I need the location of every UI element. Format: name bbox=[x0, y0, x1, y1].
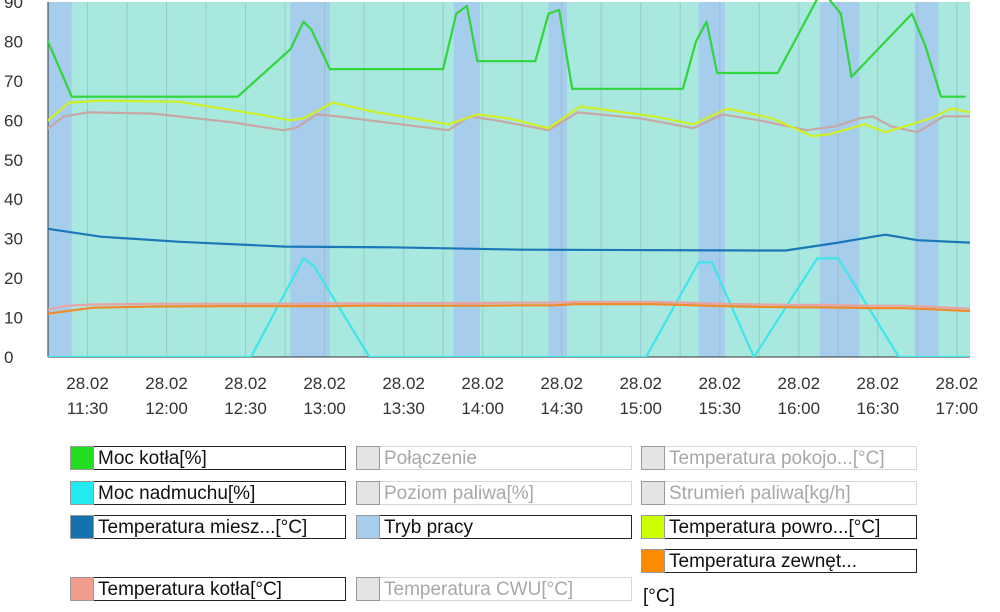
tryb-pracy-band-2 bbox=[453, 2, 481, 357]
x-tick-time-label: 11:30 bbox=[67, 399, 108, 418]
legend-swatch-temp-cwu bbox=[356, 577, 380, 601]
legend-swatch-strumien-paliwa bbox=[641, 481, 665, 505]
line-chart: 0 10 20 30 40 50 60 70 80 90 28.02 11:30 28.02 12:00 2… bbox=[4, 0, 979, 418]
legend-item-tryb-pracy[interactable]: Tryb pracy bbox=[356, 515, 632, 539]
legend-item-strumien-paliwa[interactable]: Strumień paliwa[kg/h] bbox=[641, 481, 917, 505]
legend-label-temp-powrot: Temperatura powro...[°C] bbox=[669, 517, 881, 538]
legend-swatch-polaczenie bbox=[356, 446, 380, 470]
x-tick-date-label: 28.02 bbox=[936, 374, 979, 393]
legend-label-temp-pokoj: Temperatura pokojo...[°C] bbox=[669, 448, 885, 469]
series-line-moc-nadmuchu bbox=[48, 257, 970, 357]
legend-swatch-temp-powrot bbox=[641, 515, 665, 539]
legend-label-strumien-paliwa: Strumień paliwa[kg/h] bbox=[669, 483, 851, 504]
x-tick-time-label: 15:30 bbox=[698, 399, 741, 418]
x-tick-time-label: 14:30 bbox=[540, 399, 583, 418]
y-tick-label: 30 bbox=[4, 230, 23, 249]
legend-item-temp-zewn[interactable]: Temperatura zewnęt... bbox=[641, 549, 917, 573]
y-tick-label: 20 bbox=[4, 269, 23, 288]
legend-item-temp-powrot[interactable]: Temperatura powro...[°C] bbox=[641, 515, 917, 539]
legend-swatch-temp-kotla bbox=[70, 577, 94, 601]
legend-label-temp-kotla: Temperatura kotła[°C] bbox=[98, 579, 282, 600]
x-tick-date-label: 28.02 bbox=[303, 374, 346, 393]
tryb-pracy-band-3 bbox=[548, 2, 567, 357]
tryb-pracy-band-0 bbox=[48, 2, 72, 357]
legend-item-temp-cwu[interactable]: Temperatura CWU[°C] bbox=[356, 577, 632, 601]
legend-label-tryb-pracy: Tryb pracy bbox=[384, 517, 474, 538]
x-tick-time-label: 13:00 bbox=[303, 399, 346, 418]
legend-item-poziom-paliwa[interactable]: Poziom paliwa[%] bbox=[356, 481, 632, 505]
tryb-pracy-band-1 bbox=[290, 2, 330, 357]
legend-swatch-temp-miesz bbox=[70, 515, 94, 539]
legend-swatch-moc-nadmuchu bbox=[70, 481, 94, 505]
x-tick-date-label: 28.02 bbox=[857, 374, 900, 393]
y-tick-label: 70 bbox=[4, 72, 23, 91]
x-tick-time-label: 16:30 bbox=[857, 399, 900, 418]
x-tick-time-label: 16:00 bbox=[777, 399, 820, 418]
legend-item-temp-pokoj[interactable]: Temperatura pokojo...[°C] bbox=[641, 446, 917, 470]
series-group bbox=[48, 0, 970, 357]
legend-item-temp-miesz[interactable]: Temperatura miesz...[°C] bbox=[70, 515, 346, 539]
legend-item-polaczenie[interactable]: Połączenie bbox=[356, 446, 632, 470]
y-tick-label: 40 bbox=[4, 190, 23, 209]
x-tick-time-label: 12:00 bbox=[145, 399, 188, 418]
y-tick-label: 10 bbox=[4, 309, 23, 328]
x-tick-date-label: 28.02 bbox=[66, 374, 109, 393]
legend-label-polaczenie: Połączenie bbox=[384, 448, 477, 469]
legend-item-moc-nadmuchu[interactable]: Moc nadmuchu[%] bbox=[70, 481, 346, 505]
x-tick-date-label: 28.02 bbox=[224, 374, 267, 393]
legend-swatch-temp-pokoj bbox=[641, 446, 665, 470]
legend-label-moc-kotla: Moc kotła[%] bbox=[98, 448, 207, 469]
x-tick-time-label: 17:00 bbox=[936, 399, 979, 418]
series-line-temperatura-kot-a-c bbox=[48, 300, 970, 311]
series-line-temperatura-miesz-c bbox=[48, 227, 970, 252]
x-tick-date-label: 28.02 bbox=[540, 374, 583, 393]
y-tick-label: 60 bbox=[4, 111, 23, 130]
legend-swatch-tryb-pracy bbox=[356, 515, 380, 539]
legend-swatch-moc-kotla bbox=[70, 446, 94, 470]
legend-label-temp-miesz: Temperatura miesz...[°C] bbox=[98, 517, 308, 538]
x-tick-date-label: 28.02 bbox=[698, 374, 741, 393]
legend-label-temp-zewn-unit: [°C] bbox=[643, 586, 675, 607]
tryb-pracy-band-6 bbox=[914, 2, 939, 357]
legend-label-temp-zewn: Temperatura zewnęt... bbox=[669, 551, 857, 572]
x-tick-date-label: 28.02 bbox=[777, 374, 820, 393]
x-tick-date-label: 28.02 bbox=[382, 374, 425, 393]
series-line-moc-kot-a bbox=[48, 0, 966, 98]
y-tick-label: 0 bbox=[4, 348, 13, 367]
legend-label-moc-nadmuchu: Moc nadmuchu[%] bbox=[98, 483, 256, 504]
y-tick-label: 80 bbox=[4, 32, 23, 51]
series-line-temperatura-powro-c bbox=[48, 99, 970, 138]
tryb-pracy-band-5 bbox=[819, 2, 860, 357]
x-tick-date-label: 28.02 bbox=[619, 374, 662, 393]
x-tick-date-label: 28.02 bbox=[145, 374, 188, 393]
legend-item-temp-kotla[interactable]: Temperatura kotła[°C] bbox=[70, 577, 346, 601]
legend-label-temp-cwu: Temperatura CWU[°C] bbox=[384, 579, 574, 600]
x-tick-time-label: 15:00 bbox=[619, 399, 662, 418]
x-tick-time-label: 12:30 bbox=[224, 399, 267, 418]
x-tick-time-label: 13:30 bbox=[382, 399, 425, 418]
tryb-pracy-band-4 bbox=[698, 2, 726, 357]
legend-item-moc-kotla[interactable]: Moc kotła[%] bbox=[70, 446, 346, 470]
y-tick-label: 50 bbox=[4, 151, 23, 170]
legend-label-poziom-paliwa: Poziom paliwa[%] bbox=[384, 483, 534, 504]
legend-swatch-temp-zewn bbox=[641, 549, 665, 573]
legend-swatch-poziom-paliwa bbox=[356, 481, 380, 505]
series-line-temperatura-zewn-t bbox=[48, 303, 970, 315]
series-line-temperatura-kot-a-profile bbox=[48, 111, 970, 134]
x-tick-time-label: 14:00 bbox=[461, 399, 504, 418]
y-tick-label: 90 bbox=[4, 0, 23, 12]
x-tick-date-label: 28.02 bbox=[461, 374, 504, 393]
